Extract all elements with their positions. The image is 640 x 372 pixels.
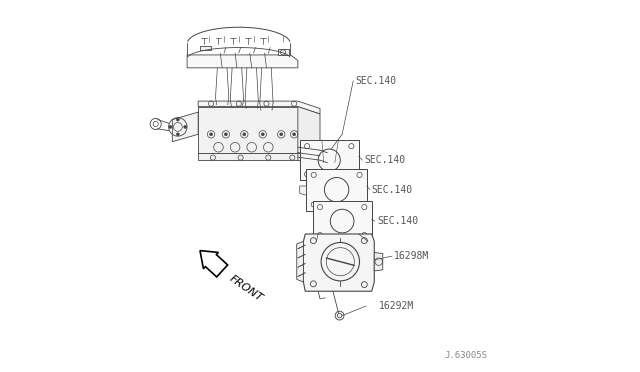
Polygon shape (278, 49, 289, 55)
Polygon shape (298, 153, 320, 167)
Circle shape (225, 133, 227, 136)
Polygon shape (198, 101, 320, 114)
Polygon shape (303, 234, 374, 291)
Circle shape (280, 133, 283, 136)
Polygon shape (374, 253, 383, 271)
Text: 16298M: 16298M (394, 251, 429, 261)
Text: 16292M: 16292M (379, 301, 414, 311)
Polygon shape (300, 140, 359, 180)
Text: SEC.140: SEC.140 (377, 216, 419, 226)
Text: FRONT: FRONT (228, 274, 264, 304)
Polygon shape (200, 251, 228, 277)
Text: SEC.140: SEC.140 (372, 185, 413, 195)
Text: J.63005S: J.63005S (444, 350, 487, 359)
Polygon shape (198, 153, 298, 160)
Polygon shape (312, 201, 372, 241)
Text: SEC.140: SEC.140 (364, 155, 405, 165)
Polygon shape (300, 186, 307, 195)
Polygon shape (297, 241, 303, 282)
Circle shape (177, 133, 179, 136)
Circle shape (169, 125, 172, 128)
Circle shape (243, 133, 246, 136)
Circle shape (210, 133, 212, 136)
Polygon shape (187, 55, 298, 68)
Polygon shape (200, 46, 211, 50)
Polygon shape (172, 112, 198, 142)
Polygon shape (298, 107, 320, 160)
Circle shape (335, 311, 344, 320)
Circle shape (184, 125, 187, 128)
Circle shape (292, 133, 296, 136)
Polygon shape (307, 169, 367, 211)
Polygon shape (198, 107, 298, 153)
Text: SEC.140: SEC.140 (355, 76, 396, 86)
Circle shape (177, 118, 179, 121)
Polygon shape (320, 147, 335, 163)
Circle shape (261, 133, 264, 136)
